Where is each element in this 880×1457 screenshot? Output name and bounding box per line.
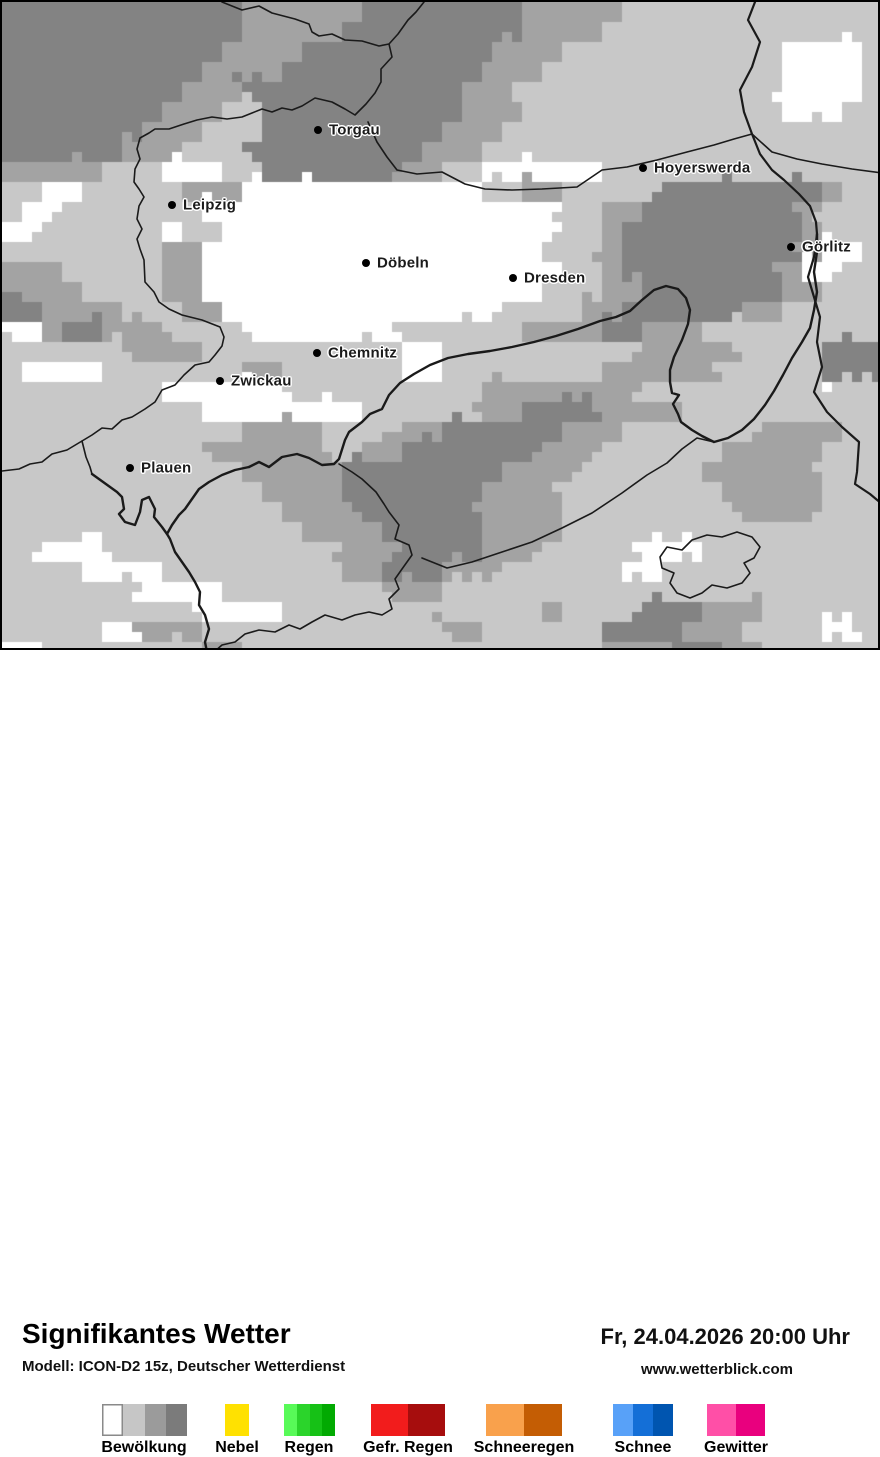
legend-color-cell (144, 1404, 166, 1436)
legend-label: Nebel (215, 1439, 259, 1456)
city-dot-icon (509, 274, 517, 282)
legend-label: Gewitter (703, 1439, 769, 1456)
city-dot-icon (216, 377, 224, 385)
city-label: Dresden (524, 269, 586, 287)
border-czech-hook-west (90, 472, 169, 536)
city-label: Hoyerswerda (654, 159, 751, 177)
legend-color-cell (486, 1404, 524, 1436)
legend-color-cell (524, 1404, 562, 1436)
region-borders (2, 2, 878, 648)
legend-color-cell (102, 1404, 124, 1436)
border-saxony-west (2, 43, 393, 472)
legend-color-cell (633, 1404, 653, 1436)
legend-label: Regen (284, 1439, 334, 1456)
city-label: Leipzig (183, 196, 237, 214)
city-dot-icon (787, 243, 795, 251)
city-label: Torgau (329, 121, 380, 139)
legend-swatch (225, 1404, 249, 1436)
legend-color-cell (736, 1404, 765, 1436)
legend-color-cell (225, 1404, 249, 1436)
border-saxony-north (367, 121, 753, 191)
website-url: www.wetterblick.com (641, 1361, 793, 1378)
border-enclave-loop (659, 531, 761, 599)
map-area: Torgau Leipzig Döbeln Dresden Hoyerswerda Gör… (0, 0, 880, 650)
model-info: Modell: ICON-D2 15z, Deutscher Wetterdie… (22, 1358, 346, 1375)
legend-swatch (102, 1404, 187, 1436)
city-dot-icon (639, 164, 647, 172)
legend-label: Schneeregen (473, 1439, 575, 1456)
border-thuringia-bavaria (81, 440, 93, 475)
legend-color-cell (322, 1404, 335, 1436)
legend-swatch (613, 1404, 673, 1436)
city-dot-icon (362, 259, 370, 267)
city-label: Zwickau (231, 372, 292, 390)
legend-color-cell (653, 1404, 673, 1436)
city-label: Döbeln (377, 254, 430, 272)
border-east (751, 133, 878, 174)
border-neisse (738, 2, 878, 503)
forecast-datetime: Fr, 24.04.2026 20:00 Uhr (600, 1324, 851, 1349)
legend-swatch (707, 1404, 765, 1436)
border-nw-diagonal (221, 2, 425, 47)
legend-swatch (486, 1404, 562, 1436)
city-label: Chemnitz (328, 344, 398, 362)
legend-color-cell (296, 1404, 310, 1436)
legend-swatch (371, 1404, 445, 1436)
border-czech-main (247, 232, 819, 469)
city-label: Plauen (141, 459, 192, 477)
legend-color-cell (165, 1404, 187, 1436)
legend-color-cell (408, 1404, 445, 1436)
legend-color-cell (613, 1404, 633, 1436)
city-label: Görlitz (802, 238, 851, 256)
legend-color-cell (309, 1404, 323, 1436)
city-dot-icon (313, 349, 321, 357)
city-dot-icon (314, 126, 322, 134)
border-czech-hook-east (165, 465, 251, 648)
legend-label: Gefr. Regen (363, 1439, 453, 1456)
cloud-cover-raster (2, 2, 878, 648)
legend-label: Schnee (614, 1439, 672, 1456)
border-kraj-diagonal (421, 437, 715, 569)
legend-swatch (284, 1404, 335, 1436)
legend-color-cell (123, 1404, 145, 1436)
legend-color-cell (707, 1404, 736, 1436)
city-dot-icon (126, 464, 134, 472)
legend-label: Bewölkung (101, 1439, 187, 1456)
page-title: Signifikantes Wetter (22, 1318, 291, 1349)
legend-color-cell (371, 1404, 408, 1436)
footer: Signifikantes Wetter Fr, 24.04.2026 20:0… (0, 650, 880, 1456)
legend-color-cell (284, 1404, 297, 1436)
border-kraj-south (217, 463, 413, 648)
city-dot-icon (168, 201, 176, 209)
